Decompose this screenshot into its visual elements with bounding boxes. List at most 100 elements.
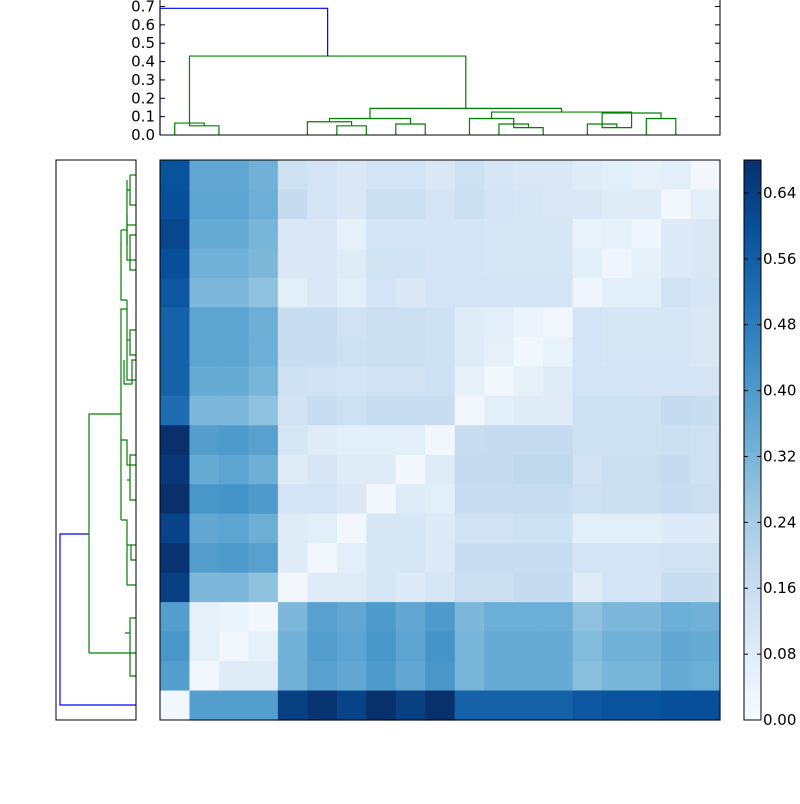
heatmap-cell [336,572,367,603]
heatmap-cell [395,513,426,544]
heatmap-cell [661,160,692,191]
heatmap-cell [454,248,485,279]
heatmap-cell [690,248,721,279]
heatmap-cell [277,572,308,603]
heatmap-cell [336,631,367,662]
dendrogram-link [120,230,127,301]
dendrogram-link [490,111,633,119]
heatmap-cell [307,248,338,279]
heatmap-cell [543,189,574,220]
heatmap-cell [543,513,574,544]
heatmap-cell [277,454,308,485]
heatmap-cell [366,572,397,603]
heatmap-cell [336,248,367,279]
dendrogram-link [129,234,136,271]
heatmap-cell [425,454,456,485]
heatmap-cell [690,572,721,603]
dendrogram-link [336,125,367,135]
heatmap-cell [484,395,515,426]
dendrogram-link [174,122,205,135]
heatmap-cell [631,454,662,485]
left-dendrogram [55,159,137,721]
heatmap-cell [454,189,485,220]
heatmap-cell [454,484,485,515]
dendrogram-link [645,117,677,135]
heatmap-cell [395,189,426,220]
heatmap-cell [307,189,338,220]
colorbar-tick-label: 0.08 [763,645,796,663]
heatmap-cell [661,513,692,544]
heatmap-cell [248,425,279,456]
heatmap-cell [366,189,397,220]
heatmap-cell [189,543,220,574]
heatmap-cell [661,307,692,338]
heatmap-cell [661,189,692,220]
heatmap-cell [218,248,250,279]
heatmap-cell [631,543,662,574]
colorbar-tick-label: 0.32 [763,447,796,465]
heatmap-cell [513,366,544,397]
heatmap-cell [572,336,603,367]
heatmap-cell [307,661,338,692]
heatmap-cell [454,513,485,544]
heatmap-cell [543,572,574,603]
heatmap-cell [218,425,250,456]
heatmap-cell [454,602,485,633]
top-dendrogram: 0.00.10.20.30.40.50.60.7 [131,0,721,144]
heatmap-cell [484,513,515,544]
heatmap-cell [661,572,692,603]
heatmap-cell [513,277,544,308]
heatmap-cell [277,484,308,515]
heatmap-cell [572,690,603,721]
heatmap-cell [425,218,456,250]
heatmap-cell [690,307,721,338]
heatmap-cell [366,454,397,485]
heatmap-cell [602,484,633,515]
heatmap-cell [248,661,279,692]
heatmap-cell [277,366,308,397]
heatmap-cell [631,425,662,456]
heatmap-cell [602,395,633,426]
heatmap-cell [690,366,721,397]
heatmap-cell [572,572,603,603]
heatmap-cell [218,484,250,515]
heatmap-cell [484,661,515,692]
heatmap-frame [159,159,721,721]
heatmap-cell [631,484,662,515]
heatmap-cell [631,631,662,662]
heatmap-cell [602,160,633,191]
heatmap-cell [307,307,338,338]
heatmap-cell [277,307,308,338]
dendrogram-link [59,533,136,706]
heatmap-cell [661,277,692,308]
colorbar-tick-label: 0.48 [763,316,796,334]
heatmap-cell [425,248,456,279]
heatmap-cell [160,248,191,279]
heatmap-cell [513,602,544,633]
heatmap-cell [218,572,250,603]
heatmap-cell [661,425,692,456]
heatmap-cell [336,484,367,515]
heatmap-cell [160,277,191,308]
heatmap-cell [543,631,574,662]
heatmap-cell [248,307,279,338]
heatmap-cell [425,160,456,191]
heatmap-cell [602,307,633,338]
heatmap-cell [395,631,426,662]
heatmap-cell [395,484,426,515]
heatmap-cell [277,277,308,308]
heatmap-cell [454,572,485,603]
dendrogram-link [121,439,136,466]
heatmap-cell [454,307,485,338]
heatmap-cell [336,602,367,633]
heatmap-cell [160,425,191,456]
heatmap-cell [513,218,544,250]
heatmap-cell [248,454,279,485]
heatmap-cell [513,307,544,338]
heatmap-cell [395,425,426,456]
heatmap-cell [248,218,279,250]
heatmap-cell [602,425,633,456]
heatmap-cell [366,690,397,721]
heatmap-cell [277,160,308,191]
